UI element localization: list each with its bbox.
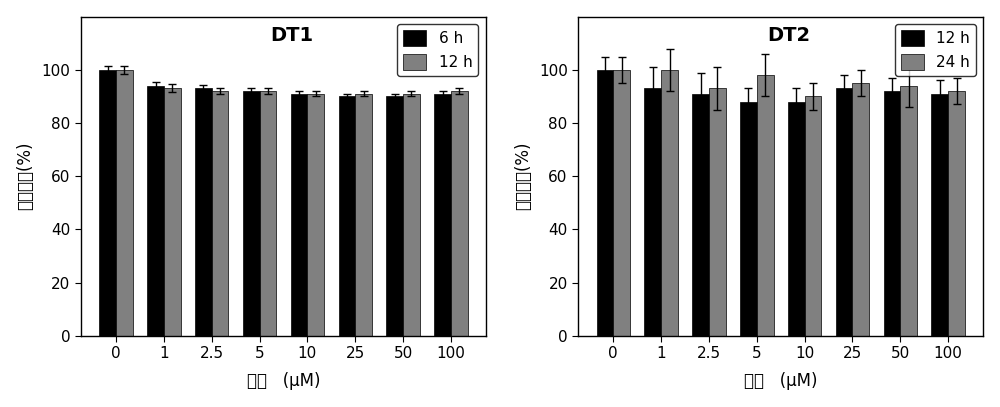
Bar <box>836 88 852 336</box>
Bar <box>948 91 965 336</box>
Bar <box>900 86 917 336</box>
Bar <box>805 96 821 336</box>
Bar <box>757 75 774 336</box>
Bar <box>740 102 757 336</box>
Bar <box>116 70 133 336</box>
Bar <box>195 88 212 336</box>
X-axis label: 浓度   (μM): 浓度 (μM) <box>744 372 817 390</box>
Bar <box>307 94 324 336</box>
Text: DT1: DT1 <box>270 26 313 45</box>
X-axis label: 浓度   (μM): 浓度 (μM) <box>247 372 320 390</box>
Bar <box>644 88 661 336</box>
Bar <box>692 94 709 336</box>
Bar <box>788 102 805 336</box>
Bar <box>613 70 630 336</box>
Legend: 12 h, 24 h: 12 h, 24 h <box>895 24 976 76</box>
Bar <box>597 70 613 336</box>
Bar <box>931 94 948 336</box>
Bar <box>403 94 420 336</box>
Bar <box>164 88 181 336</box>
Bar <box>434 94 451 336</box>
Bar <box>709 88 726 336</box>
Bar <box>212 91 228 336</box>
Bar <box>291 94 307 336</box>
Bar <box>661 70 678 336</box>
Text: DT2: DT2 <box>767 26 810 45</box>
Bar <box>355 94 372 336</box>
Bar <box>884 91 900 336</box>
Legend: 6 h, 12 h: 6 h, 12 h <box>397 24 478 76</box>
Bar <box>99 70 116 336</box>
Bar <box>386 96 403 336</box>
Bar <box>243 91 260 336</box>
Bar <box>260 91 276 336</box>
Y-axis label: 细胞活性(%): 细胞活性(%) <box>17 142 35 210</box>
Y-axis label: 细胞活性(%): 细胞活性(%) <box>514 142 532 210</box>
Bar <box>852 83 869 336</box>
Bar <box>339 96 355 336</box>
Bar <box>451 91 468 336</box>
Bar <box>147 86 164 336</box>
